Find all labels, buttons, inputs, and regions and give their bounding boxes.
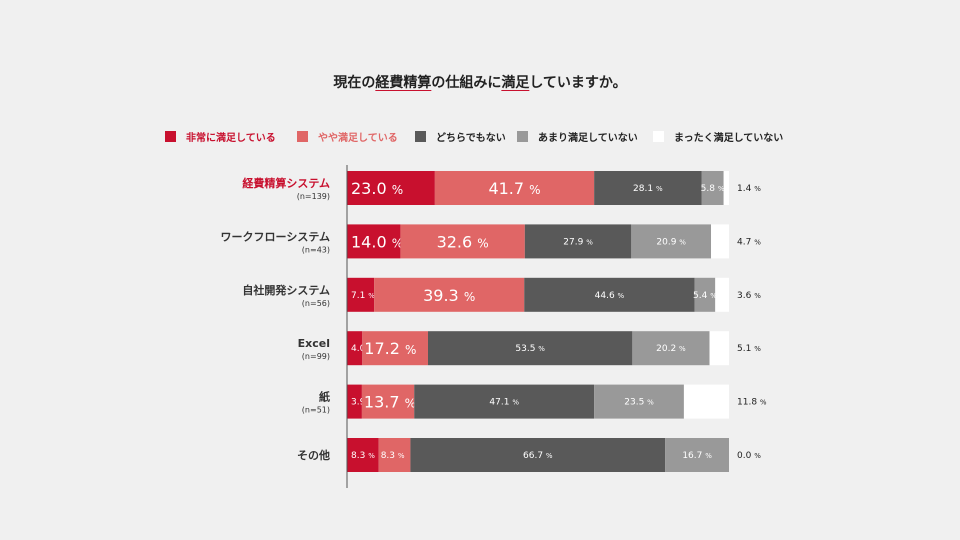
data-label: 3.6 %: [737, 291, 761, 301]
bar-segment: [524, 224, 632, 259]
title-post: していますか。: [529, 75, 627, 91]
bar-segment: [410, 438, 666, 472]
legend-label: あまり満足していない: [538, 132, 638, 144]
category-label: ワークフローシステム: [221, 230, 330, 243]
bar-segment: [347, 171, 435, 205]
bar-segment: [361, 384, 415, 419]
data-label: 1.4 %: [737, 184, 761, 194]
bar-segment: [524, 277, 695, 312]
bar-segment: [723, 171, 729, 205]
data-label: 17.2 %: [364, 339, 416, 358]
legend-swatch: [297, 130, 308, 142]
data-label: 5.8 %: [701, 184, 725, 194]
legend-item: 非常に満足している: [165, 129, 276, 144]
data-label: 14.0 %: [351, 232, 403, 251]
category-label: 紙: [319, 390, 330, 404]
bar-segment: [594, 171, 702, 205]
legend-label: どちらでもない: [436, 132, 506, 144]
chart-legend: 非常に満足している やや満足している どちらでもない あまり満足していない まったく満足…: [165, 129, 805, 144]
bar-segment: [709, 331, 729, 366]
title-underlined: 経費精算: [375, 75, 432, 91]
data-label: 16.7 %: [682, 451, 712, 461]
data-label: 0.0 %: [737, 451, 761, 461]
data-label: 20.2 %: [656, 344, 686, 354]
bar-segment: [631, 224, 712, 259]
bar-segment: [715, 277, 729, 312]
data-label: 5.1 %: [737, 344, 761, 354]
data-label: 32.6 %: [437, 232, 489, 251]
category-label: Excel: [298, 337, 330, 350]
data-label: 23.0 %: [351, 179, 403, 198]
data-label: 39.3 %: [423, 286, 475, 305]
data-label: 4.7 %: [737, 237, 761, 247]
bar-segment: [694, 277, 716, 312]
bar-segment: [414, 384, 595, 419]
bar-segment: [347, 331, 363, 366]
legend-label: 非常に満足している: [186, 132, 276, 144]
bar-segment: [400, 224, 525, 259]
bar-segment: [683, 384, 729, 419]
data-label: 44.6 %: [595, 291, 625, 301]
bar-segment: [378, 438, 411, 472]
bar-segment: [427, 331, 633, 366]
legend-swatch: [653, 130, 664, 142]
legend-swatch: [415, 130, 426, 142]
data-label: 5.4 %: [693, 291, 717, 301]
bar-segment: [362, 331, 428, 366]
data-label: 23.5 %: [624, 398, 654, 408]
data-label: 8.3 %: [381, 451, 405, 461]
title-pre: 現在の: [333, 75, 376, 91]
category-sample-size: (n=51): [302, 406, 330, 415]
bar-segment: [347, 224, 401, 259]
data-label: 28.1 %: [633, 184, 663, 194]
category-label: 経費精算システム: [242, 176, 330, 190]
legend-item: やや満足している: [297, 129, 398, 144]
data-label: 13.7 %: [364, 393, 416, 412]
title-mid: の仕組みに: [431, 75, 502, 91]
legend-label: やや満足している: [318, 132, 398, 144]
bar-segment: [347, 438, 379, 472]
bar-segment: [347, 277, 375, 312]
category-sample-size: (n=139): [297, 192, 330, 201]
category-sample-size: (n=99): [302, 352, 330, 361]
legend-item: あまり満足していない: [517, 129, 638, 144]
data-label: 27.9 %: [563, 237, 593, 247]
legend-item: まったく満足していない: [653, 129, 784, 144]
data-label: 41.7 %: [488, 179, 540, 198]
data-label: 66.7 %: [523, 451, 553, 461]
data-label: 47.1 %: [489, 398, 519, 408]
category-label: その他: [297, 448, 330, 462]
bar-segment: [434, 171, 595, 205]
bar-segment: [701, 171, 724, 205]
category-label: 自社開発システム: [242, 283, 330, 297]
bar-segment: [374, 277, 525, 312]
data-label: 11.8 %: [737, 398, 767, 408]
chart-title: 現在の経費精算の仕組みに満足していますか。: [0, 72, 960, 92]
data-label: 20.9 %: [656, 237, 686, 247]
category-sample-size: (n=56): [302, 299, 330, 308]
data-label: 53.5 %: [515, 344, 545, 354]
bar-segment: [594, 384, 684, 419]
bar-segment: [632, 331, 710, 366]
legend-swatch: [165, 130, 176, 142]
legend-item: どちらでもない: [415, 129, 506, 144]
bar-segment: [665, 438, 729, 472]
legend-swatch: [517, 130, 528, 142]
data-label: 7.1 %: [351, 291, 375, 301]
data-label: 8.3 %: [351, 451, 375, 461]
category-sample-size: (n=43): [302, 245, 330, 254]
bar-segment: [711, 224, 729, 259]
legend-label: まったく満足していない: [674, 132, 784, 144]
bar-segment: [347, 384, 362, 419]
title-underlined-2: 満足: [501, 75, 530, 91]
